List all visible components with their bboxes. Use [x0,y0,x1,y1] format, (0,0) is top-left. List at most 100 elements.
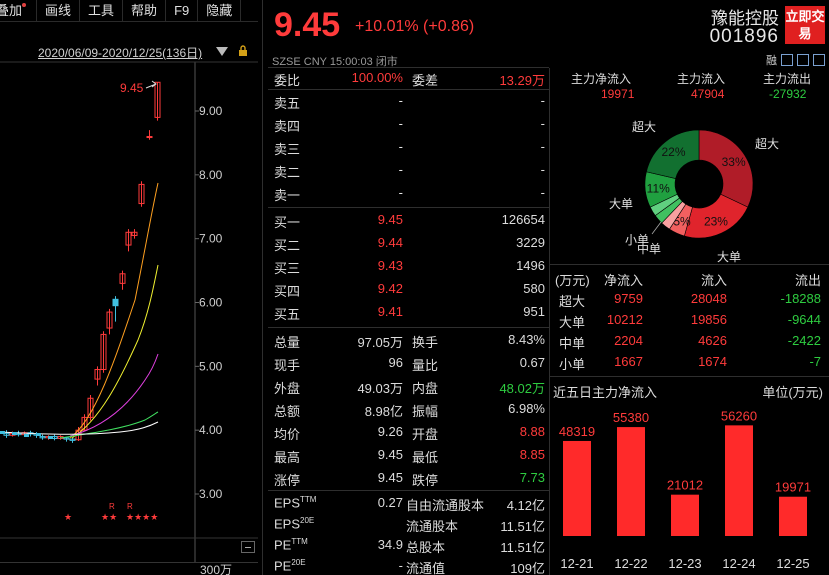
flow-row-in: 4626 [698,333,727,348]
weibi-label: 委比 [274,73,301,88]
fundamental-label-text: EPS [274,516,301,532]
stat-value: 8.88 [519,424,545,439]
candle-body [138,183,145,205]
pie-category-label: 小单 [625,233,649,247]
lock-icon[interactable] [237,45,249,57]
stat-value: 9.45 [377,447,403,462]
candle-body [100,333,107,371]
ask-label: 卖四 [274,119,301,134]
fundamental-label-text: PE [274,537,292,553]
trade-now-button[interactable]: 立即交易 [785,6,825,44]
toolbar-tools-button[interactable]: 工具 [80,0,124,22]
flow-row-name: 中单 [559,336,586,351]
fundamental-value: 109亿 [510,561,545,575]
fundamental-label-sup: TTM [300,495,317,504]
candle-body [39,436,46,439]
candle-body [36,433,41,436]
fundamental-value: 34.9 [377,537,403,552]
stat-row: 总量 97.05万 换手 8.43% [268,329,549,351]
candle-body [0,431,5,434]
fundamental-row: PE20E - 流通值 109亿 [268,555,549,575]
moving-average-line [69,182,159,439]
ask-price: - [398,139,403,154]
moving-average-line [0,421,159,435]
candle-body [81,416,88,431]
bid-row: 买三 9.43 1496 [268,255,549,277]
stat-label: 开盘 [412,427,439,442]
bar-value-label: 55380 [613,410,649,425]
bar-category-label: 12-22 [614,556,647,571]
flow-header: 主力流出 [763,72,812,86]
candle-body [3,432,10,436]
stat-label: 总额 [274,404,301,419]
toolbar-overlay-button[interactable]: 叠加 [0,0,38,22]
weibi-row: 委比 100.00% 委差 13.29万 [268,67,549,89]
fundamental-label-sup: 20E [291,558,306,567]
bid-label: 买二 [274,238,301,253]
stat-label: 现手 [274,358,301,373]
bid-label: 买五 [274,307,301,322]
candle-body [125,231,132,246]
pie-leader-line [651,221,662,235]
stat-label: 量比 [412,358,439,373]
candle-body [24,434,29,437]
toolbar-f9-button[interactable]: F9 [166,0,199,22]
pie-category-label: 大单 [717,250,741,264]
pie-category-label: 中单 [637,241,661,256]
star-marker: ★ [64,513,72,523]
price-label: 4.00 [199,423,223,437]
bar-12-25 [779,496,807,536]
stat-label: 最低 [412,450,439,465]
flow-row-in: 1674 [698,354,727,369]
bid-price: 9.44 [377,235,403,250]
stat-value: 97.05万 [357,335,403,350]
ask-volume: - [540,93,545,108]
kline-chart[interactable]: 9.008.007.006.005.004.003.009.45★ ★★ ★★★★R… [0,0,258,575]
dropdown-triangle-icon[interactable] [216,47,228,56]
pie-category-label: 超大 [755,136,779,151]
toolbar-draw-button[interactable]: 画线 [37,0,81,22]
ask-row: 卖三 - - [268,136,549,158]
toolbar-hide-button[interactable]: 隐藏 [198,0,242,22]
bid-label: 买四 [274,284,301,299]
fundamental-label-sup: TTM [291,537,308,546]
bid-row: 买一 9.45 126654 [268,209,549,231]
add-icon[interactable] [813,54,825,66]
ask-label: 卖五 [274,96,301,111]
flow-table-col: 流入 [700,273,727,288]
ask-volume: - [540,139,545,154]
moving-average-line [69,353,159,437]
bid-volume: 3229 [516,235,545,250]
financing-icon[interactable]: 融 [766,55,777,67]
fundamental-label: PETTM [274,537,308,552]
divider [268,89,549,90]
fundamental-label-sup: 20E [300,516,315,525]
bar-12-21 [563,440,591,536]
stock-code: 001896 [709,26,779,47]
pie-slice-7 [646,129,700,179]
expand-icon[interactable] [797,54,809,66]
candle-body [69,438,76,441]
stat-label: 均价 [274,427,301,442]
bid-row: 买二 9.44 3229 [268,232,549,254]
flow-header: 主力流入 [677,72,726,86]
candle-body [12,432,17,435]
exchange-meta: SZSE CNY 15:00:03 闭市 [272,56,398,68]
bar-12-24 [725,425,753,536]
collapse-button[interactable] [241,541,255,553]
ask-row: 卖四 - - [268,113,549,135]
price-change: +10.01% (+0.86) [355,18,475,35]
kline-chart-panel[interactable]: 9.00 8.00 7.00 6.00 5.00 4.00 3.00 9.45 ★ ★★ ★★★★ R… [0,0,258,575]
pie-pct-label: 33% [722,155,746,169]
fundamental-row: PETTM 34.9 总股本 11.51亿 [268,534,549,556]
date-range-link[interactable]: 2020/06/09-2020/12/25(136日) [38,46,203,60]
stat-label: 最高 [274,450,301,465]
bar-12-22 [617,427,645,536]
high-price-marker: 9.45 [120,81,144,95]
toolbar-help-button[interactable]: 帮助 [123,0,167,22]
flow-row-net: 9759 [614,291,643,306]
edit-icon[interactable] [781,54,793,66]
bar-value-label: 21012 [667,478,703,493]
ask-row: 卖五 - - [268,90,549,112]
flow-table-row: 超大 9759 28048 -18288 [549,289,829,310]
